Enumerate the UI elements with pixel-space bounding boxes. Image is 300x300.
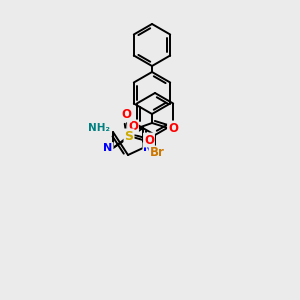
- Text: O: O: [121, 109, 131, 122]
- Text: O: O: [168, 122, 178, 134]
- Text: O: O: [144, 134, 154, 146]
- Text: S: S: [124, 130, 134, 142]
- Text: NH₂: NH₂: [88, 123, 110, 133]
- Text: N: N: [103, 143, 112, 153]
- Text: O: O: [128, 121, 138, 134]
- Text: N: N: [143, 143, 153, 153]
- Text: Br: Br: [150, 146, 164, 160]
